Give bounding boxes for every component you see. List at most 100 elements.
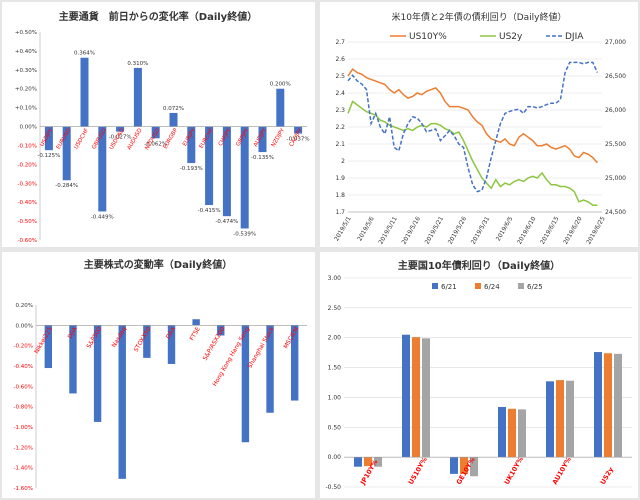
chart-title: 主要株式の変動率（Daily終値） xyxy=(84,258,232,271)
us-yield-chart: 米10年債と2年債の債利回り（Daily終値） 2.7 2.6 2.5 2.4 2.3 2.… xyxy=(333,11,626,246)
fx-change-chart: 主要通貨 前日からの変化率（Daily終値） +0.50% +0.40% +0.30%… xyxy=(15,10,310,244)
data-label: -0.539% xyxy=(233,231,256,237)
data-label: -0.193% xyxy=(180,166,203,172)
y-tick-label: 0.00% xyxy=(16,323,33,329)
y-tick-label: +0.10% xyxy=(15,106,37,112)
bar xyxy=(133,67,142,127)
x-tick-label: 2019/5/31 xyxy=(470,215,492,245)
y-tick-label-left: 1.9 xyxy=(335,175,345,182)
legend-label: 6/25 xyxy=(527,283,543,291)
bar xyxy=(266,325,274,413)
y-tick-label-left: 1.7 xyxy=(335,209,345,216)
y-tick-label: -0.80% xyxy=(14,405,33,411)
y-tick-label: -1.00% xyxy=(14,425,33,431)
x-tick-label: US10Y% xyxy=(407,455,429,486)
bar xyxy=(187,126,196,164)
data-label: -0.135% xyxy=(251,155,274,161)
bar xyxy=(80,57,89,127)
bar xyxy=(402,334,410,458)
y-tick-label: +0.40% xyxy=(15,49,37,55)
bar xyxy=(604,353,612,458)
x-tick-label: FTSE xyxy=(188,326,201,342)
y-tick-label-left: 2 xyxy=(341,158,345,165)
y-tick-label: 2.50 xyxy=(328,305,342,312)
bar xyxy=(364,457,372,467)
data-label: -0.037% xyxy=(287,137,310,143)
y-tick-label-left: 2.3 xyxy=(335,107,345,114)
x-tick-label: UK10Y% xyxy=(503,455,525,486)
data-label: 0.200% xyxy=(270,82,291,88)
y-tick-label: -0.60% xyxy=(18,238,37,244)
y-tick-label: -0.50% xyxy=(18,219,37,225)
y-tick-label-left: 2.6 xyxy=(335,56,345,63)
x-tick-label: 2019/6/20 xyxy=(562,215,584,245)
y-tick-label-left: 2.2 xyxy=(335,124,345,131)
bar xyxy=(276,88,285,127)
bar xyxy=(566,380,574,458)
legend-swatch xyxy=(432,283,438,289)
bar xyxy=(258,126,267,153)
data-label: -0.284% xyxy=(55,183,78,189)
bar xyxy=(240,126,249,229)
chart-title: 米10年債と2年債の債利回り（Daily終値） xyxy=(392,11,567,23)
x-tick-label: US2y xyxy=(599,465,616,486)
bar xyxy=(470,457,478,477)
y-tick-label: 1.50 xyxy=(328,365,342,372)
bar xyxy=(508,408,516,458)
y-tick-label: -0.50 xyxy=(325,484,341,491)
y-tick-label: -0.60% xyxy=(14,384,33,390)
data-label: 0.364% xyxy=(74,51,95,57)
y-tick-label: -1.40% xyxy=(14,466,33,472)
data-label: -0.474% xyxy=(215,219,238,225)
y-tick-label: +0.20% xyxy=(15,87,37,93)
data-label: -0.027% xyxy=(109,135,132,141)
legend-swatch xyxy=(475,283,481,289)
bar xyxy=(450,457,458,474)
legend-label: 6/24 xyxy=(484,283,500,291)
y-tick-label: -0.40% xyxy=(14,364,33,370)
y-tick-label: 0.00 xyxy=(328,454,342,461)
bar xyxy=(614,353,622,458)
data-label: 0.310% xyxy=(127,61,148,67)
bar xyxy=(498,406,506,458)
bar xyxy=(192,319,200,326)
x-tick-label: 2019/5/11 xyxy=(377,215,399,245)
chart-title: 主要国10年債利回り（Daily終値） xyxy=(398,259,560,272)
y-tick-label-right: 25,000 xyxy=(605,175,626,182)
data-label: -0.062% xyxy=(144,141,167,147)
y-tick-label-right: 27,000 xyxy=(605,39,626,46)
bond-yield-panel: 主要国10年債利回り（Daily終値） 3.00 2.50 2.00 1.50 1.00 0… xyxy=(320,252,638,498)
y-tick-label: +0.50% xyxy=(15,30,37,36)
x-tick-label: 2019/5/6 xyxy=(356,215,376,242)
legend-swatch xyxy=(518,283,524,289)
y-tick-label: -0.30% xyxy=(18,181,37,187)
x-tick-label: 2019/5/26 xyxy=(447,215,469,245)
x-tick-label: 2019/6/5 xyxy=(495,215,515,242)
y-tick-label-left: 2.5 xyxy=(335,73,345,80)
bar xyxy=(217,325,225,336)
y-tick-label-right: 26,000 xyxy=(605,107,626,114)
y-tick-label: -0.20% xyxy=(14,344,33,350)
bar xyxy=(205,126,214,206)
y-tick-label-right: 24,500 xyxy=(605,209,626,216)
y-tick-label: -1.20% xyxy=(14,445,33,451)
y-tick-label: 0.00% xyxy=(20,125,37,131)
x-tick-label: USDCHF xyxy=(74,128,91,151)
x-tick-label: 2019/5/1 xyxy=(333,215,353,242)
x-tick-label: EURGBP xyxy=(163,127,180,150)
x-tick-label: 2019/6/15 xyxy=(539,215,561,245)
bar xyxy=(69,325,77,394)
bar xyxy=(44,126,53,151)
y-tick-label-left: 2.1 xyxy=(335,141,345,148)
series-line xyxy=(347,100,598,206)
bar xyxy=(294,126,303,134)
x-tick-label: 2019/6/10 xyxy=(516,215,538,245)
y-tick-label: -1.60% xyxy=(14,486,33,492)
bar xyxy=(290,325,299,401)
bar xyxy=(354,457,362,467)
y-tick-label: +0.30% xyxy=(15,68,37,74)
y-tick-label: -0.40% xyxy=(18,200,37,206)
y-tick-label-left: 2.4 xyxy=(335,90,345,97)
x-tick-label: 2019/6/25 xyxy=(585,215,607,245)
y-tick-label: 0.50 xyxy=(328,424,342,431)
